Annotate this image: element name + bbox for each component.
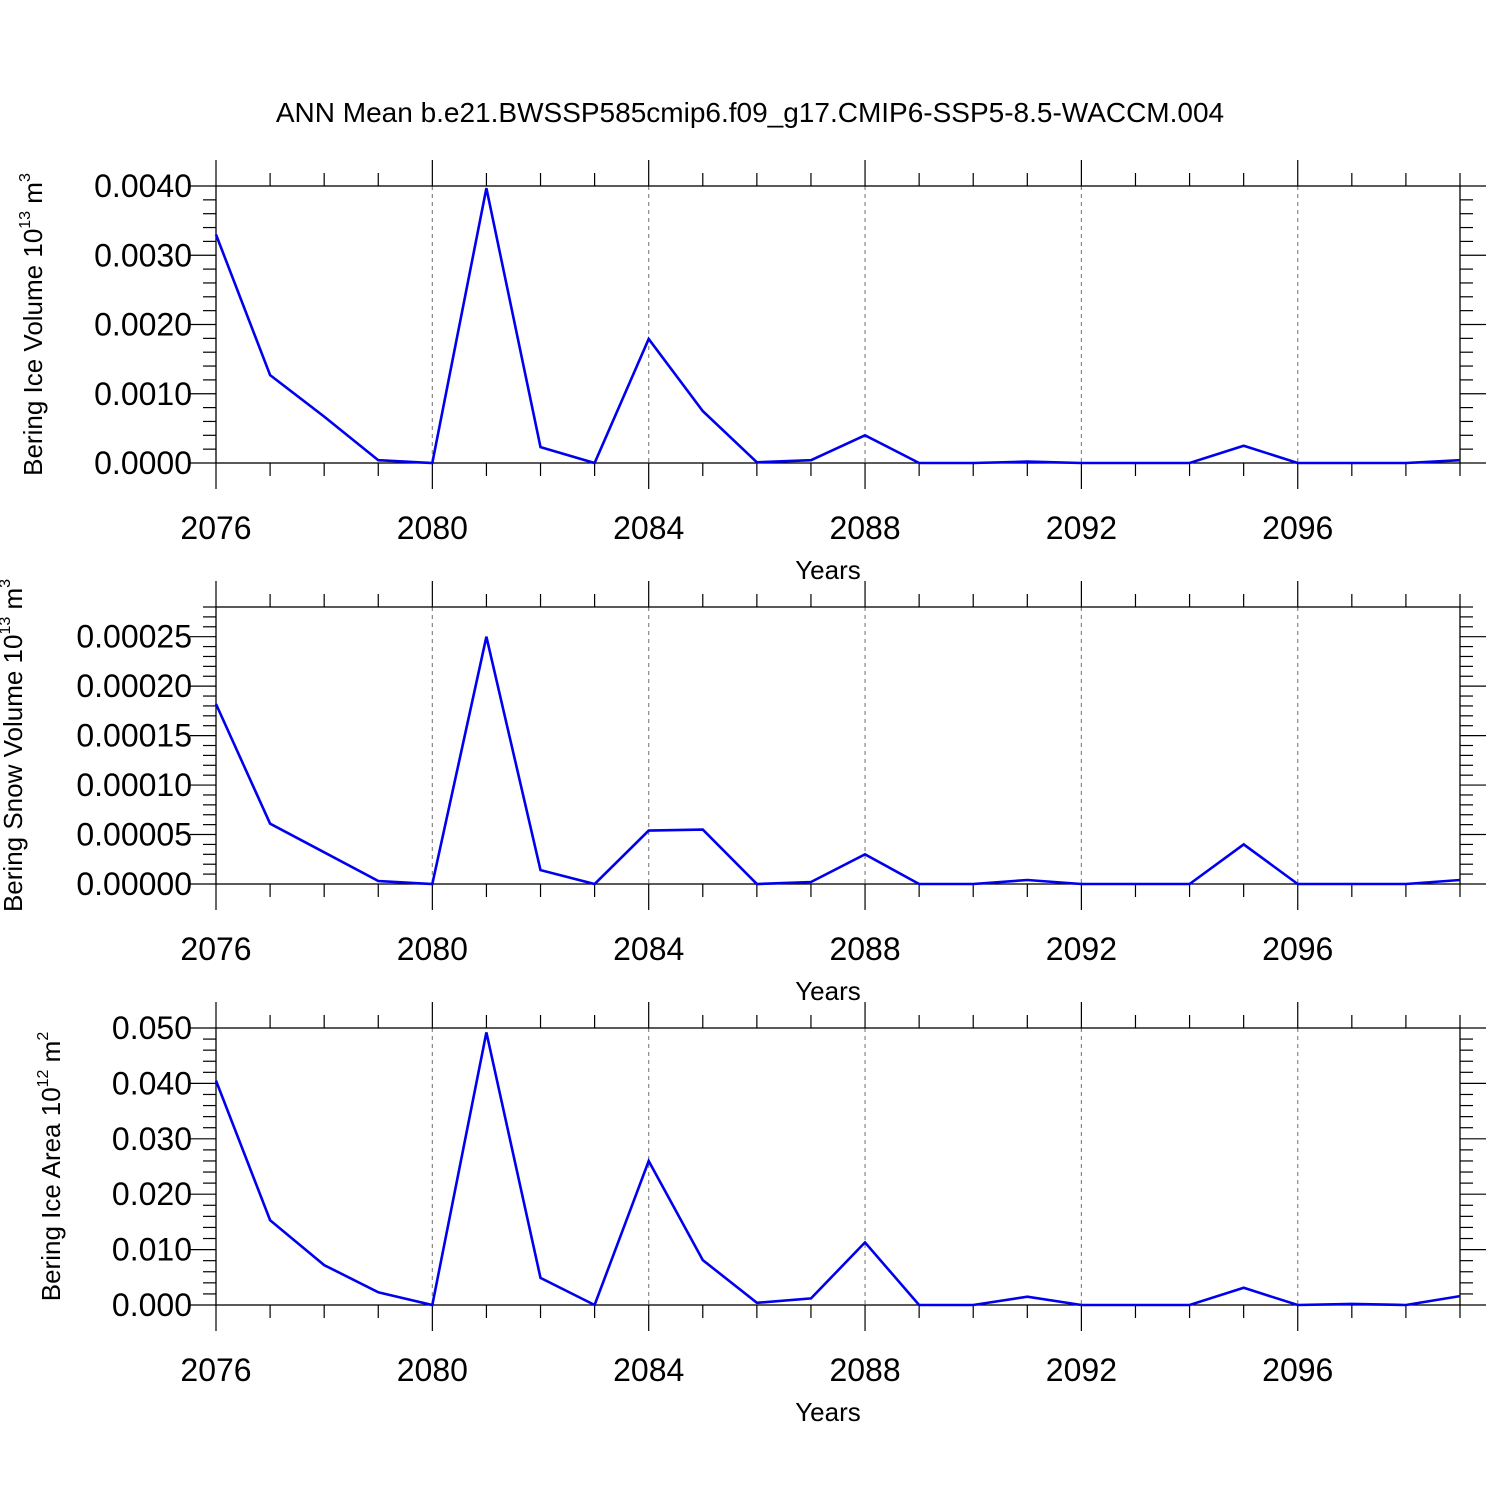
- y-axis-label: Bering Snow Volume 1013 m3: [0, 579, 28, 912]
- x-tick-label: 2096: [1262, 510, 1333, 546]
- plot-frame: [215, 185, 1461, 464]
- series-line: [214, 636, 1461, 886]
- y-tick-label: 0.0000: [94, 445, 192, 481]
- y-tick-label: 0.0040: [94, 168, 192, 204]
- x-tick-label: 2080: [397, 510, 468, 546]
- y-tick-label: 0.0030: [94, 237, 192, 273]
- x-axis-label: Years: [795, 1397, 861, 1427]
- y-tick-label: 0.020: [112, 1176, 192, 1212]
- x-tick-label: 2076: [180, 931, 251, 967]
- x-tick-label: 2096: [1262, 931, 1333, 967]
- x-tick-label: 2092: [1046, 931, 1117, 967]
- chart-panel-1: 2076 2080 2084 2088 2092 2096 0.0000 0.0010 0.00…: [17, 160, 1486, 585]
- x-tick-label: 2088: [829, 510, 900, 546]
- chart-panel-2: 2076 2080 2084 2088 2092 2096 0.00000 0.00005 0.…: [0, 579, 1486, 1006]
- figure-title: ANN Mean b.e21.BWSSP585cmip6.f09_g17.CMI…: [276, 97, 1224, 128]
- y-tick-label: 0.00010: [76, 767, 192, 803]
- x-tick-label: 2076: [180, 510, 251, 546]
- y-tick-label: 0.050: [112, 1010, 192, 1046]
- y-tick-label: 0.00025: [76, 619, 192, 655]
- chart-panel-3: 2076 2080 2084 2088 2092 2096 0.000 0.010 0.020 0…: [35, 1002, 1486, 1427]
- x-axis-label: Years: [795, 976, 861, 1006]
- x-tick-label: 2084: [613, 931, 684, 967]
- y-tick-label: 0.0020: [94, 307, 192, 343]
- y-tick-label: 0.000: [112, 1287, 192, 1323]
- x-tick-label: 2080: [397, 931, 468, 967]
- plot-frame: [215, 1027, 1461, 1306]
- plot-frame: [215, 606, 1461, 885]
- x-tick-label: 2076: [180, 1352, 251, 1388]
- y-tick-label: 0.010: [112, 1232, 192, 1268]
- y-tick-label: 0.0010: [94, 376, 192, 412]
- x-axis-label: Years: [795, 555, 861, 585]
- y-tick-label: 0.030: [112, 1121, 192, 1157]
- y-tick-label: 0.00005: [76, 817, 192, 853]
- x-tick-label: 2080: [397, 1352, 468, 1388]
- y-tick-label: 0.00000: [76, 866, 192, 902]
- x-tick-label: 2084: [613, 510, 684, 546]
- y-axis-label: Bering Ice Area 1012 m2: [35, 1032, 66, 1302]
- x-tick-label: 2092: [1046, 1352, 1117, 1388]
- y-tick-label: 0.00015: [76, 718, 192, 754]
- x-tick-label: 2092: [1046, 510, 1117, 546]
- x-tick-label: 2096: [1262, 1352, 1333, 1388]
- x-tick-label: 2084: [613, 1352, 684, 1388]
- y-tick-label: 0.00020: [76, 668, 192, 704]
- x-tick-label: 2088: [829, 1352, 900, 1388]
- y-tick-label: 0.040: [112, 1065, 192, 1101]
- series-line: [214, 187, 1461, 465]
- panels: 2076 2080 2084 2088 2092 2096 0.0000 0.0010 0.00…: [0, 160, 1486, 1427]
- y-axis-label: Bering Ice Volume 1013 m3: [17, 173, 48, 476]
- x-tick-label: 2088: [829, 931, 900, 967]
- series-line: [214, 1032, 1461, 1307]
